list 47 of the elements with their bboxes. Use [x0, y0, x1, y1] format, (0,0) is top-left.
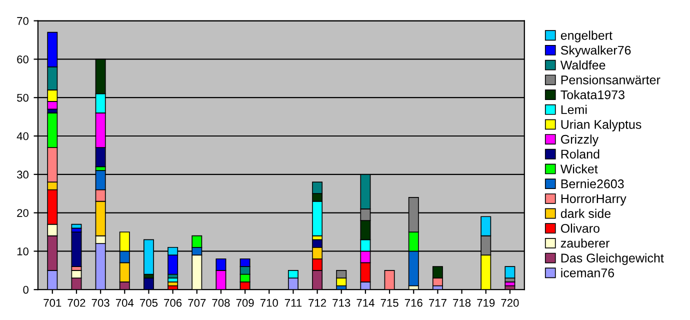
y-tick-label: 40	[16, 132, 28, 140]
legend-label: Tokata1973	[560, 90, 624, 100]
x-tick-label: 707	[188, 298, 206, 307]
x-tick-label: 712	[308, 298, 326, 307]
y-tick-label: 50	[17, 94, 28, 102]
bar	[71, 224, 82, 229]
y-tick-label: 30	[16, 170, 28, 179]
x-tick-label: 713	[332, 298, 350, 307]
legend-label: dark side	[560, 208, 611, 218]
legend-label: Lemi	[561, 104, 587, 114]
x-tick-label: 711	[284, 299, 302, 307]
legend-label: Wicket	[560, 164, 598, 174]
legend-label: Pensionsanwärter	[561, 75, 660, 84]
y-tick-label: 70	[17, 17, 28, 25]
x-tick-label: 705	[140, 298, 158, 307]
legend-label: Grizzly	[561, 134, 599, 146]
y-tick-label: 0	[23, 286, 28, 294]
x-tick-label: 704	[116, 298, 134, 307]
x-tick-label: 702	[68, 298, 86, 307]
legend-label: Waldfee	[560, 60, 606, 70]
y-tick-label: 10	[17, 247, 28, 256]
y-tick-label: 20	[17, 209, 28, 217]
legend-label: Roland	[561, 149, 600, 159]
x-tick-label: 719	[477, 298, 495, 307]
x-tick-label: 716	[404, 298, 422, 307]
x-tick-label: 703	[92, 298, 110, 307]
legend-label: Olivaro	[560, 224, 600, 233]
x-tick-label: 720	[501, 298, 519, 307]
x-tick-label: 710	[260, 298, 278, 307]
legend-label: HorrorHarry	[561, 194, 626, 206]
x-tick-label: 709	[236, 298, 254, 307]
x-tick-label: 718	[453, 298, 471, 307]
x-tick-label: 714	[356, 299, 374, 307]
legend-label: iceman76	[561, 268, 614, 278]
legend-label: Urian Kalyptus	[561, 120, 642, 132]
legend-label: Skywalker76	[560, 46, 631, 58]
x-tick-label: 701	[44, 298, 62, 307]
legend-label: Bernie2603	[561, 179, 624, 188]
x-tick-label: 715	[380, 299, 398, 307]
x-tick-label: 708	[212, 298, 230, 307]
legend-label: engelbert	[560, 30, 612, 42]
y-tick-label: 60	[17, 55, 28, 64]
x-tick-label: 717	[429, 299, 446, 307]
x-tick-label: 706	[164, 298, 182, 307]
bar	[504, 266, 516, 278]
legend-label: zauberer	[560, 238, 610, 248]
legend-label: Das Gleichgewicht	[561, 253, 664, 265]
